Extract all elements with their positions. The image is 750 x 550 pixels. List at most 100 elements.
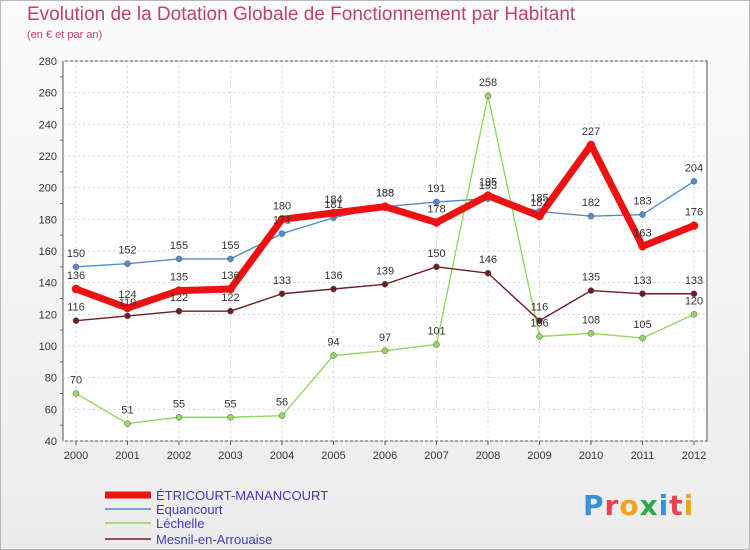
- proxiti-logo: Proxiti: [583, 489, 695, 522]
- data-point: [433, 198, 440, 206]
- data-label: 51: [121, 405, 133, 417]
- data-point: [587, 287, 595, 294]
- data-point: [381, 347, 389, 354]
- x-tick-label: 2009: [527, 450, 551, 462]
- data-label: 133: [633, 275, 651, 287]
- data-point: [278, 290, 286, 297]
- data-label: 116: [531, 302, 549, 314]
- x-tick-label: 2008: [476, 450, 500, 462]
- data-point: [227, 414, 234, 421]
- data-point: [483, 191, 493, 200]
- legend-label: Léchelle: [156, 516, 204, 531]
- data-label: 150: [427, 248, 445, 260]
- data-point: [175, 255, 183, 263]
- y-tick-label: 120: [39, 309, 57, 321]
- data-label: 204: [685, 162, 703, 174]
- y-tick-label: 160: [39, 246, 57, 258]
- data-label: 136: [67, 270, 85, 282]
- y-tick-label: 280: [39, 56, 57, 68]
- data-label: 155: [170, 240, 188, 252]
- data-label: 136: [221, 270, 239, 282]
- data-point: [330, 285, 337, 293]
- data-label: 176: [685, 207, 703, 219]
- data-label: 184: [324, 194, 342, 206]
- x-tick-label: 2003: [218, 450, 242, 462]
- data-label: 122: [221, 292, 239, 304]
- data-point: [72, 317, 80, 324]
- y-tick-label: 40: [45, 436, 57, 448]
- data-label: 193: [479, 180, 497, 192]
- x-tick-label: 2004: [270, 450, 294, 462]
- y-tick-label: 260: [39, 88, 57, 100]
- data-label: 70: [70, 375, 82, 387]
- x-tick-label: 2001: [115, 450, 139, 462]
- data-label: 108: [582, 314, 600, 326]
- data-point: [587, 330, 595, 337]
- x-tick-label: 2000: [64, 450, 88, 462]
- data-label: 124: [118, 289, 136, 301]
- data-label: 191: [427, 183, 445, 195]
- data-point: [535, 211, 544, 221]
- data-label: 155: [221, 240, 239, 252]
- data-point: [124, 312, 131, 320]
- data-point: [278, 412, 286, 419]
- data-point: [381, 281, 389, 288]
- data-point: [689, 221, 699, 230]
- y-tick-label: 100: [39, 341, 57, 353]
- data-label: 133: [685, 275, 703, 287]
- data-label: 182: [582, 197, 600, 209]
- data-point: [278, 230, 286, 237]
- data-point: [174, 286, 184, 295]
- data-point: [587, 212, 595, 220]
- data-point: [175, 414, 183, 421]
- legend-label: Mesnil-en-Arrouaise: [156, 532, 272, 547]
- data-label: 182: [530, 197, 548, 209]
- data-label: 146: [479, 254, 497, 266]
- data-label: 227: [582, 126, 600, 138]
- y-tick-label: 200: [39, 183, 57, 195]
- data-label: 171: [273, 215, 291, 227]
- data-point: [227, 255, 234, 263]
- data-label: 119: [119, 297, 137, 309]
- chart-title: Evolution de la Dotation Globale de Fonc…: [27, 4, 576, 25]
- data-point: [329, 208, 338, 218]
- data-point: [330, 352, 337, 359]
- data-point: [175, 307, 183, 315]
- y-tick-label: 240: [39, 119, 57, 131]
- data-label: 105: [633, 319, 651, 331]
- data-point: [227, 307, 234, 315]
- x-tick-label: 2005: [321, 450, 345, 462]
- x-tick-label: 2002: [167, 450, 191, 462]
- data-point: [484, 269, 492, 277]
- data-point: [380, 202, 390, 211]
- data-point: [536, 333, 543, 340]
- data-label: 163: [633, 227, 651, 239]
- data-point: [536, 317, 543, 324]
- y-tick-label: 220: [39, 151, 57, 163]
- data-point: [638, 242, 647, 251]
- x-tick-label: 2010: [579, 450, 603, 462]
- y-tick-label: 60: [45, 404, 57, 416]
- data-label: 135: [582, 272, 600, 284]
- x-tick-label: 2007: [424, 450, 448, 462]
- data-point: [72, 390, 80, 397]
- x-tick-label: 2011: [631, 450, 655, 462]
- data-label: 106: [530, 318, 548, 330]
- data-label: 195: [479, 177, 497, 189]
- data-point: [72, 263, 80, 271]
- chart-subtitle: (en € et par an): [27, 29, 103, 41]
- data-label: 94: [327, 337, 339, 349]
- data-point: [639, 290, 646, 297]
- data-point: [71, 284, 81, 294]
- data-point: [690, 311, 698, 318]
- data-label: 120: [685, 295, 703, 307]
- x-tick-label: 2012: [682, 450, 706, 462]
- data-point: [277, 215, 287, 224]
- data-point: [433, 263, 440, 271]
- data-label: 116: [67, 302, 85, 314]
- data-label: 180: [273, 200, 291, 212]
- x-tick-label: 2006: [373, 450, 397, 462]
- data-label: 55: [173, 398, 185, 410]
